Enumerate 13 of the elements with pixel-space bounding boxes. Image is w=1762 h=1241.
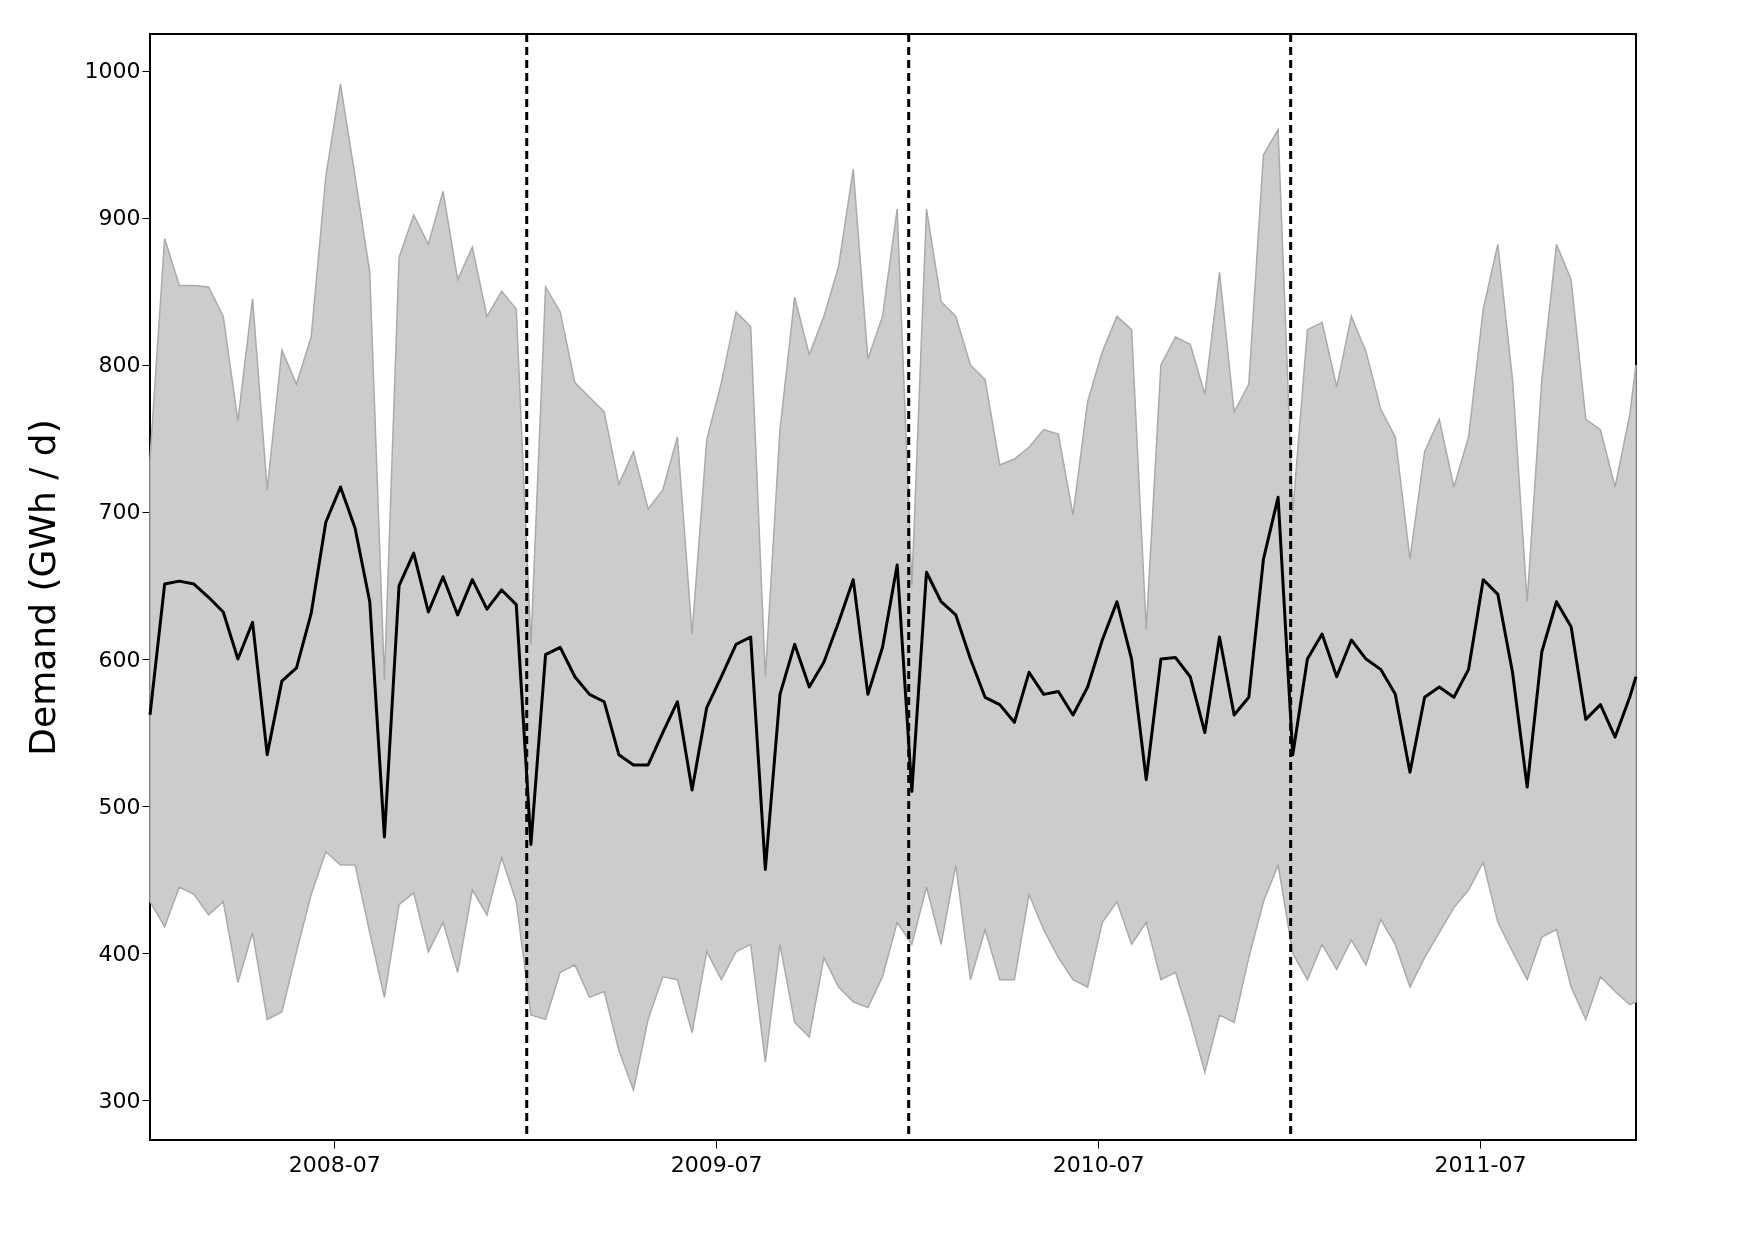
x-tick-label: 2008-07 [288, 1151, 381, 1177]
y-tick-label: 700 [98, 499, 141, 525]
y-tick-label: 600 [98, 646, 141, 672]
y-axis-title: Demand (GWh / d) [21, 419, 63, 756]
y-tick-label: 900 [98, 205, 141, 231]
y-tick-label: 300 [98, 1087, 141, 1113]
y-tick-label: 800 [98, 352, 141, 378]
x-tick-label: 2011-07 [1434, 1151, 1527, 1177]
y-tick-label: 1000 [84, 58, 141, 84]
x-tick-label: 2009-07 [670, 1151, 763, 1177]
y-tick-label: 500 [98, 793, 141, 819]
y-tick-label: 400 [98, 940, 141, 966]
x-tick-label: 2010-07 [1052, 1151, 1145, 1177]
